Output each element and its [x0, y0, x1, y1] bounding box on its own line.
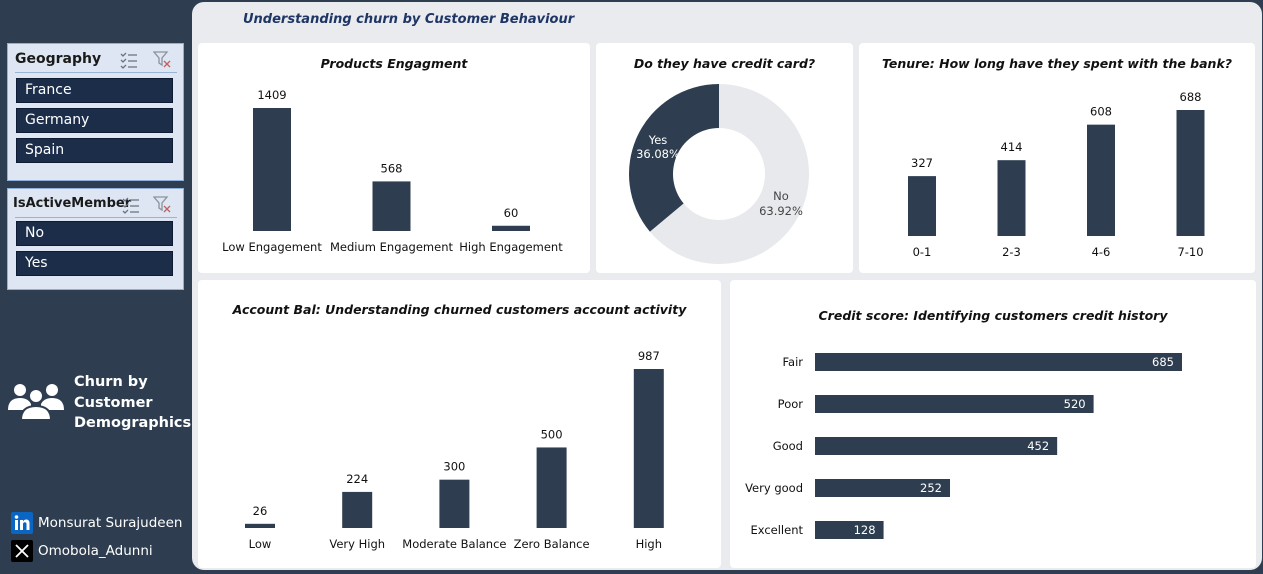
slicer-item-no[interactable]: No — [16, 221, 173, 246]
credit-card-card: Do they have credit card? Yes 36.08% No 63.… — [596, 43, 853, 273]
brand-line-3: Demographics — [74, 415, 192, 431]
x-label: Omobola_Adunni — [38, 543, 153, 559]
data-label-fair: 685 — [1152, 355, 1174, 369]
bar-low[interactable] — [245, 523, 275, 528]
data-label-very-good: 252 — [920, 481, 942, 495]
category-label-very-high: Very High — [329, 537, 385, 551]
data-label-0-1: 327 — [911, 156, 933, 170]
x-icon — [11, 540, 33, 562]
balance-chart-title: Account Bal: Understanding churned custo… — [232, 302, 687, 317]
balance-chart: 26 Low 224 Very High 300 Moderate Balance 500 Z… — [245, 349, 664, 551]
bar-2-3[interactable] — [997, 160, 1026, 236]
geography-slicer-header: Geography — [15, 51, 177, 73]
slice-label-yes: Yes — [648, 133, 668, 147]
tenure-card: Tenure: How long have they spent with th… — [859, 43, 1255, 273]
credit-score-card: Credit score: Identifying customers cred… — [730, 280, 1256, 568]
slicer-item-france[interactable]: France — [16, 78, 173, 103]
data-label-low: 26 — [253, 504, 268, 518]
bar-4-6[interactable] — [1087, 124, 1115, 236]
category-label-moderate-balance: Moderate Balance — [402, 537, 506, 551]
bar-fair[interactable] — [815, 353, 1182, 371]
slicer-item-yes[interactable]: Yes — [16, 251, 173, 276]
category-label-0-1: 0-1 — [913, 245, 932, 259]
data-label-zero-balance: 500 — [541, 427, 563, 441]
products-chart-title: Products Engagment — [320, 56, 468, 71]
active-member-slicer: IsActiveMember No Yes — [7, 188, 184, 290]
category-label-zero-balance: Zero Balance — [514, 537, 590, 551]
people-group-icon — [8, 384, 64, 420]
credit-card-chart-title: Do they have credit card? — [633, 56, 816, 71]
category-label-very-good: Very good — [745, 481, 803, 495]
bar-high[interactable] — [633, 369, 664, 528]
category-label-excellent: Excellent — [750, 523, 803, 537]
clear-filter-icon[interactable] — [153, 51, 173, 69]
bar-excellent[interactable] — [815, 521, 884, 539]
slice-no[interactable] — [649, 84, 809, 265]
bar-high-engagement[interactable] — [492, 225, 530, 231]
bar-good[interactable] — [815, 437, 1058, 455]
bar-moderate-balance[interactable] — [439, 479, 470, 528]
credit-score-chart-title: Credit score: Identifying customers cred… — [818, 308, 1168, 323]
slice-label-no: No — [773, 189, 789, 203]
category-label-4-6: 4-6 — [1092, 245, 1111, 259]
data-label-good: 452 — [1027, 439, 1049, 453]
tenure-chart: 327 0-1 414 2-3 608 4-6 688 7-10 — [908, 90, 1205, 259]
data-label-7-10: 688 — [1180, 90, 1202, 104]
category-label-high-engagement: High Engagement — [459, 240, 563, 254]
clear-filter-icon[interactable] — [153, 196, 173, 214]
category-label-medium-engagement: Medium Engagement — [330, 240, 453, 254]
brand-line-2: Customer — [74, 394, 153, 411]
slicer-item-spain[interactable]: Spain — [16, 138, 173, 163]
data-label-2-3: 414 — [1001, 140, 1023, 154]
dashboard-title: Understanding churn by Customer Behaviou… — [243, 12, 575, 27]
bar-0-1[interactable] — [908, 176, 936, 236]
bar-zero-balance[interactable] — [536, 447, 567, 528]
slice-value-no: 63.92% — [759, 204, 803, 218]
bar-very-good[interactable] — [815, 479, 951, 497]
category-label-high: High — [636, 537, 662, 551]
linkedin-icon — [11, 512, 33, 534]
bar-poor[interactable] — [815, 395, 1094, 413]
category-label-2-3: 2-3 — [1002, 245, 1021, 259]
data-label-high: 987 — [638, 349, 660, 363]
category-label-low-engagement: Low Engagement — [222, 240, 322, 254]
bar-low-engagement[interactable] — [253, 108, 291, 231]
slice-yes[interactable] — [629, 84, 719, 232]
data-label-high-engagement: 60 — [504, 206, 519, 220]
multi-select-icon[interactable] — [119, 51, 139, 69]
bar-medium-engagement[interactable] — [372, 181, 411, 231]
data-label-excellent: 128 — [854, 523, 876, 537]
brand-block: Churn by Customer Demographics — [6, 372, 192, 434]
data-label-very-high: 224 — [346, 472, 368, 486]
data-label-4-6: 608 — [1090, 105, 1112, 119]
data-label-poor: 520 — [1064, 397, 1086, 411]
category-label-fair: Fair — [782, 355, 803, 369]
tenure-chart-title: Tenure: How long have they spent with th… — [881, 56, 1233, 71]
active-member-slicer-title: IsActiveMember — [13, 196, 132, 211]
brand-title: Churn by Customer Demographics — [74, 372, 192, 434]
balance-card: Account Bal: Understanding churned custo… — [198, 280, 721, 568]
bar-very-high[interactable] — [342, 491, 373, 528]
data-label-medium-engagement: 568 — [381, 161, 403, 175]
category-label-poor: Poor — [778, 397, 804, 411]
products-chart: 1409 Low Engagement 568 Medium Engagement 60… — [222, 88, 563, 254]
geography-slicer-title: Geography — [15, 51, 102, 67]
bar-7-10[interactable] — [1176, 110, 1205, 236]
geography-slicer: Geography France Germany Spain — [7, 43, 184, 181]
credit-score-chart: Fair 685 Poor 520 Good 452 Very good 252 Excelle… — [745, 353, 1182, 539]
category-label-good: Good — [773, 439, 803, 453]
active-member-slicer-header: IsActiveMember — [13, 196, 177, 218]
main-panel: Understanding churn by Customer Behaviou… — [192, 2, 1262, 570]
data-label-moderate-balance: 300 — [443, 460, 465, 474]
multi-select-icon[interactable] — [121, 196, 141, 214]
data-label-low-engagement: 1409 — [257, 88, 286, 102]
slicer-item-germany[interactable]: Germany — [16, 108, 173, 133]
linkedin-label: Monsurat Surajudeen — [38, 515, 183, 531]
products-card: Products Engagment 1409 Low Engagement 568… — [198, 43, 590, 273]
category-label-7-10: 7-10 — [1177, 245, 1203, 259]
slice-value-yes: 36.08% — [636, 147, 680, 161]
brand-line-1: Churn by — [74, 374, 148, 390]
category-label-low: Low — [249, 537, 272, 551]
